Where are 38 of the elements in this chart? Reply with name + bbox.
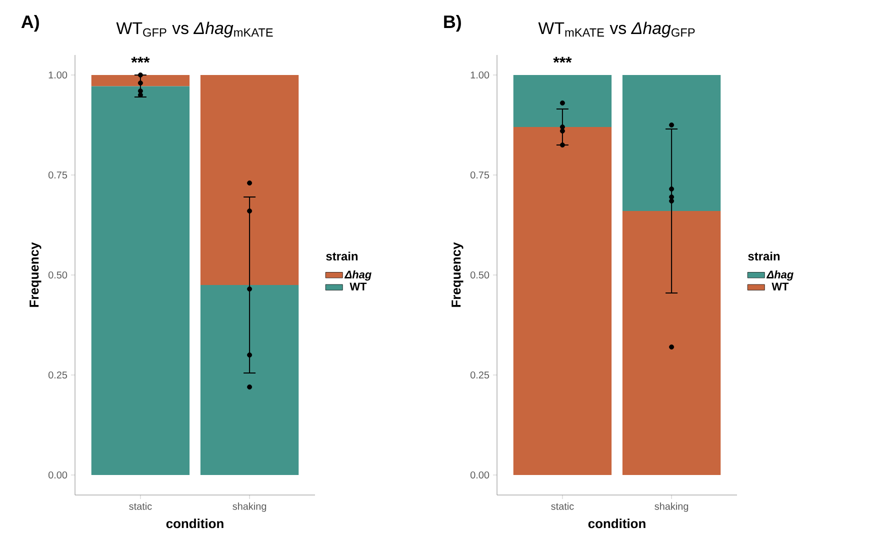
y-tick-label: 0.75 [48, 171, 68, 179]
y-axis-title: Frequency [30, 242, 42, 307]
legend-title: strain [326, 252, 358, 260]
y-tick-label: 0.50 [470, 271, 490, 279]
bar [513, 126, 612, 475]
x-tick-label: static [551, 502, 574, 510]
y-tick-label: 1.00 [470, 71, 490, 79]
bar [200, 74, 299, 285]
annotation: *** [553, 56, 572, 63]
y-axis-title: Frequency [452, 242, 464, 307]
bar [200, 284, 299, 475]
chart-title: WT$_{GFP}$ vs Δhag$_{mKATE}$ [116, 22, 273, 38]
x-axis-title: condition [588, 518, 646, 528]
y-tick-label: 0.50 [48, 271, 68, 279]
bar [91, 86, 190, 475]
y-tick-label: 0.00 [470, 471, 490, 479]
bar [622, 210, 721, 475]
y-tick-label: 0.25 [470, 371, 490, 379]
legend-title: strain [748, 252, 780, 260]
text: B) [444, 14, 461, 32]
bar [91, 74, 190, 86]
annotation: *** [131, 56, 150, 63]
bar [622, 74, 721, 211]
bar [513, 74, 612, 127]
x-tick-label: shaking [654, 502, 688, 512]
x-tick-label: static [129, 502, 152, 510]
chart-title: WT$_{mKATE}$ vs Δhag$_{GFP}$ [538, 22, 695, 38]
y-tick-label: 0.75 [470, 171, 490, 179]
legend-label: Δhag [344, 270, 372, 281]
y-tick-label: 0.25 [48, 371, 68, 379]
x-tick-label: shaking [232, 502, 266, 512]
text: WT [350, 282, 367, 290]
y-tick-label: 1.00 [48, 71, 68, 79]
x-axis-title: condition [166, 518, 224, 528]
text: WT [772, 282, 789, 290]
y-tick-label: 0.00 [48, 471, 68, 479]
text: A) [21, 14, 39, 32]
legend-label: Δhag [766, 270, 794, 281]
